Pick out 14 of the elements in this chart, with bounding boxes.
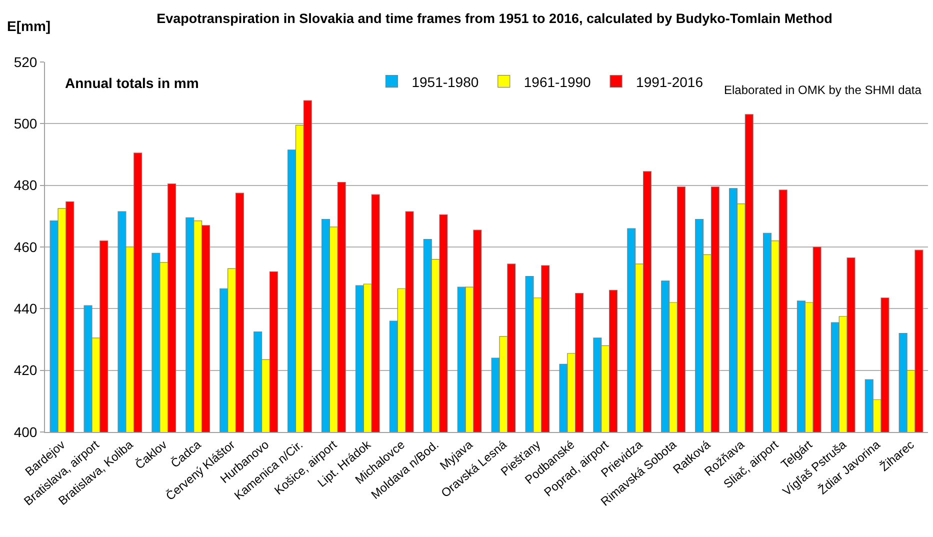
y-tick-label: 480 (14, 177, 38, 194)
y-tick-label: 440 (14, 300, 38, 317)
y-axis-title: E[mm] (7, 18, 51, 34)
annotation: Elaborated in OMK by the SHMI data (724, 83, 922, 97)
legend-label: 1991-2016 (636, 74, 704, 90)
y-tick-label: 460 (14, 238, 38, 255)
y-tick-label: 420 (14, 362, 38, 378)
y-tick-label: 500 (14, 116, 38, 132)
annotation: Annual totals in mm (65, 75, 199, 91)
y-tick-label: 520 (14, 54, 38, 70)
legend-label: 1961-1990 (524, 74, 592, 90)
chart-title: Evapotranspiration in Slovakia and time frames from 1951 to 2016, calculated by Budyko-Tomlain Method (156, 10, 832, 26)
y-tick-label: 400 (14, 424, 38, 440)
legend-label: 1951-1980 (412, 74, 479, 90)
